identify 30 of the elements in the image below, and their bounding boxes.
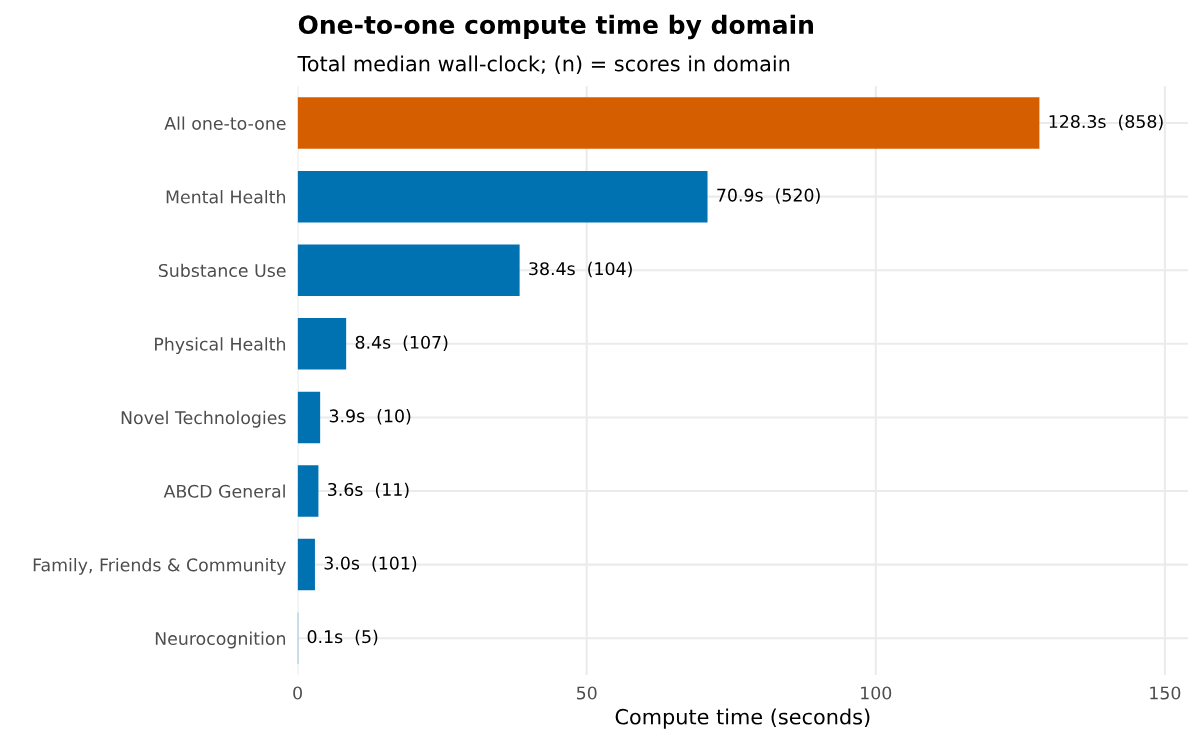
x-tick-label: 100 [861,686,892,700]
bar [297,538,315,591]
y-tick-label: Mental Health [166,190,286,204]
y-tick-label: Neurocognition [155,631,286,649]
y-tick-label: All one-to-one [164,116,286,130]
data-label: 70.9s (520) [717,188,820,204]
bar [297,97,1040,149]
y-tick-label: Physical Health [155,337,286,355]
y-tick-label: Novel Technologies [121,410,286,428]
bar [297,318,347,370]
chart-subtitle: Total median wall-clock; (n) = scores in domain [297,55,790,74]
data-label: 8.4s (107) [355,335,448,351]
bar [297,244,520,296]
data-label: 3.0s (101) [324,556,417,572]
y-tick-label: Family, Friends & Community [33,558,286,575]
bar [297,391,321,444]
x-tick-label: 0 [293,686,302,700]
bar [297,465,319,517]
bar [297,170,708,223]
data-label: 3.6s (11) [328,482,409,499]
x-axis-title: Compute time (seconds) [615,708,870,729]
x-tick-label: 50 [576,686,597,700]
y-tick-label: ABCD General [163,484,285,498]
data-label: 3.9s (10) [329,409,411,425]
y-tick-label: Substance Use [158,263,286,278]
data-label: 38.4s (104) [529,261,632,278]
data-label: 128.3s (858) [1049,114,1163,131]
chart-title: One-to-one compute time by domain [298,14,813,40]
x-tick-label: 150 [1150,686,1181,700]
data-label: 0.1s (5) [307,629,378,646]
